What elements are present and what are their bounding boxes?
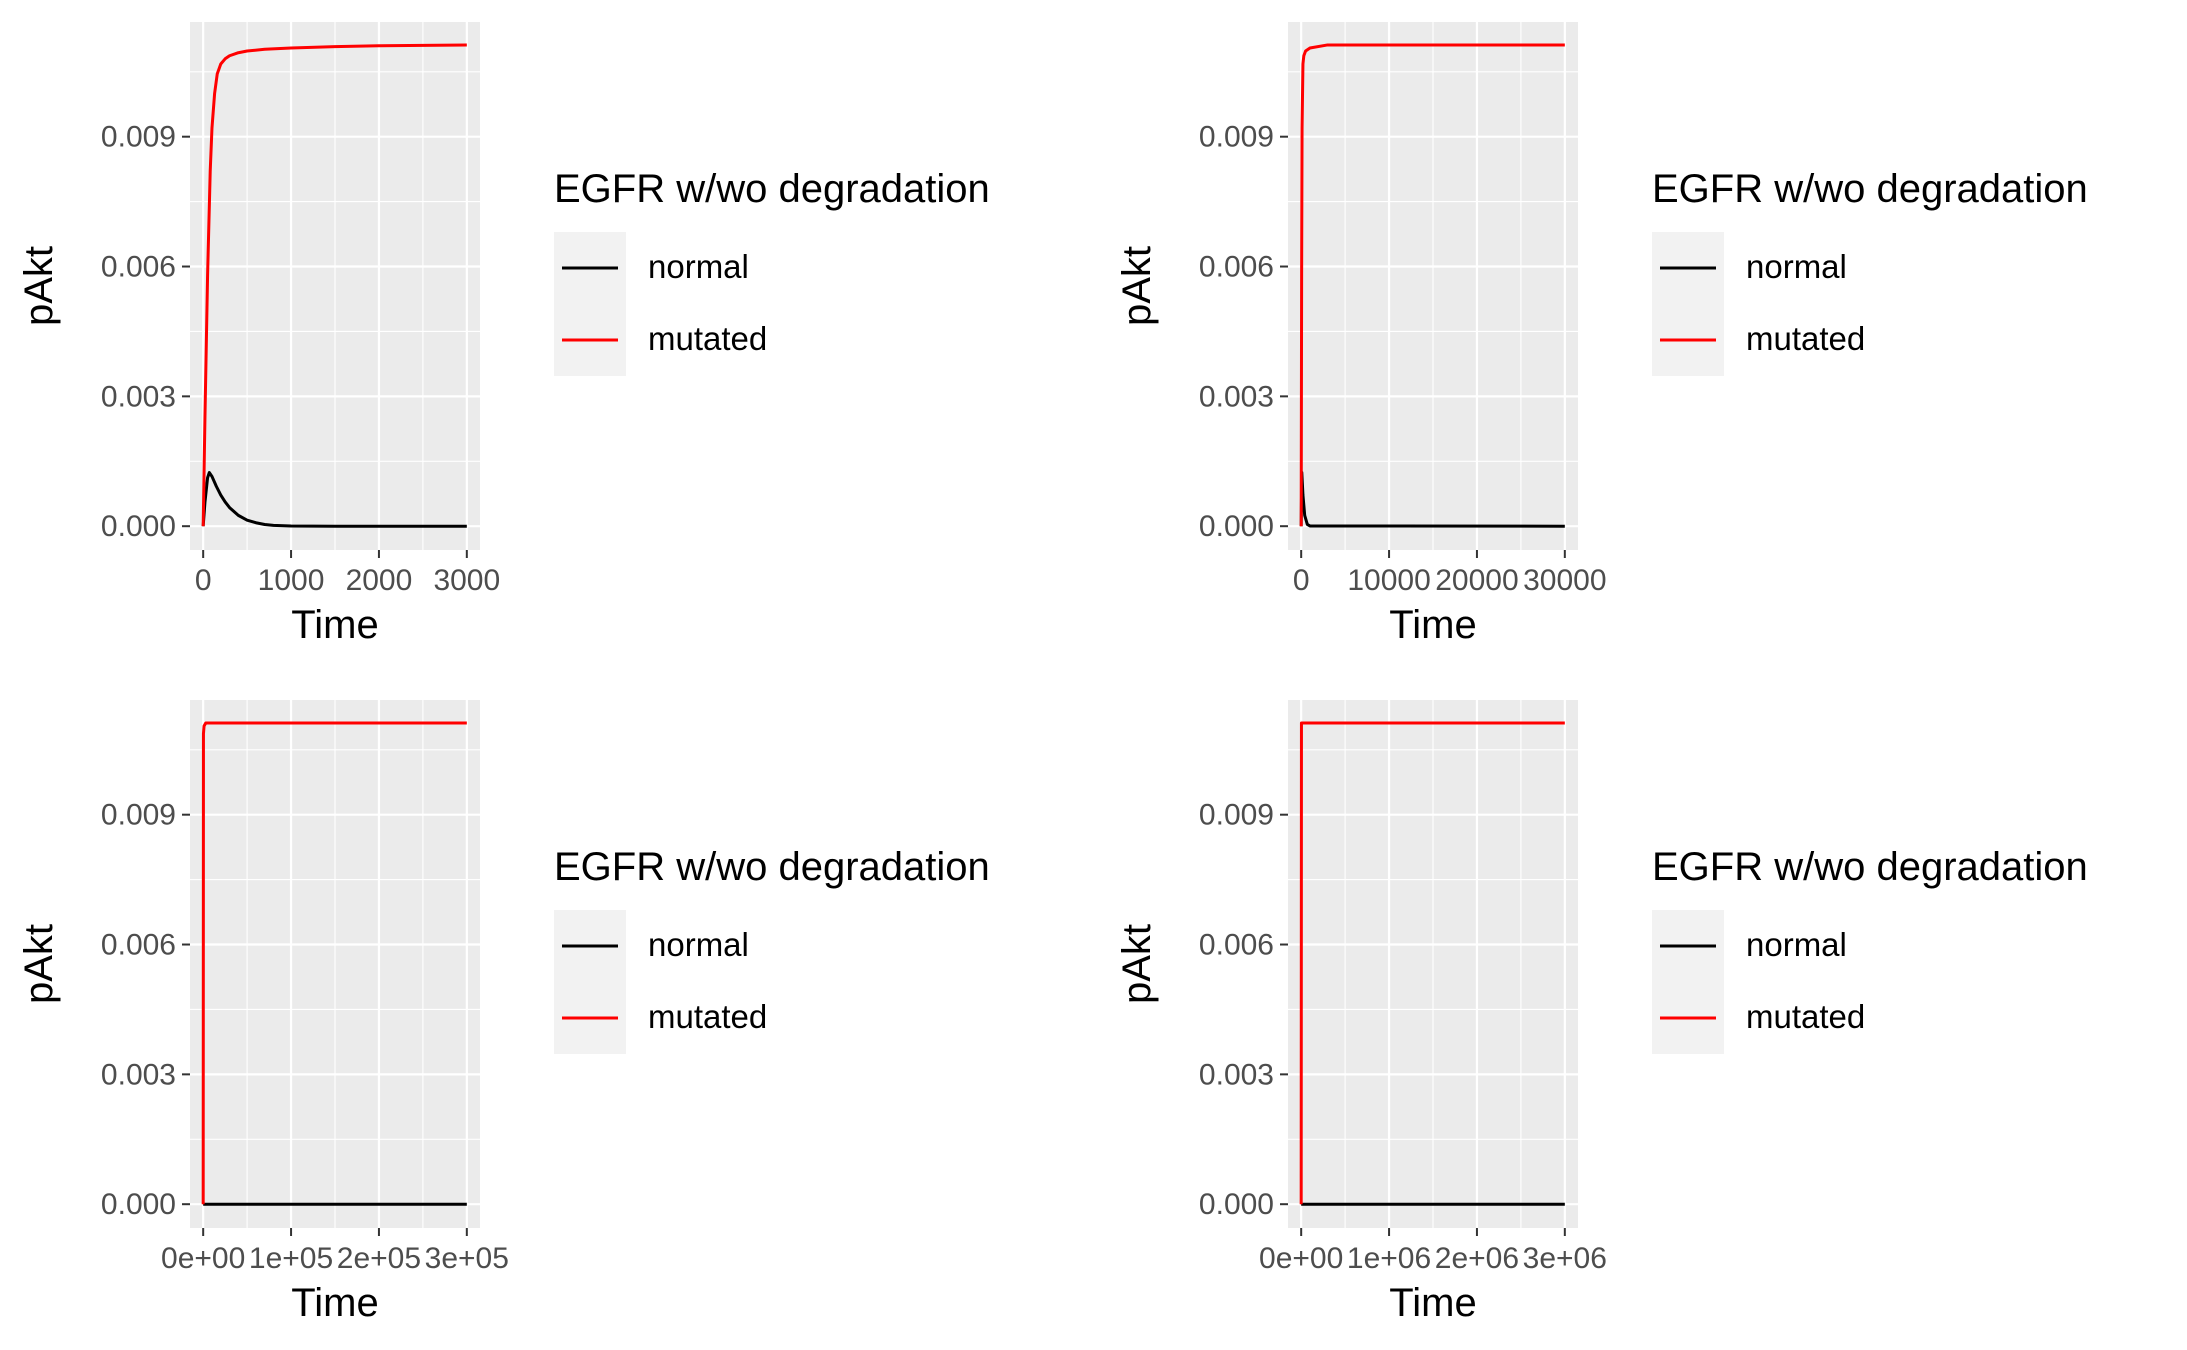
panel-4: 0.000 0.003 0.006 0.009 0e+00 1e+06 2e+06 3e+06… <box>1115 700 2088 1325</box>
y-axis-title: pAkt <box>1115 246 1159 326</box>
series-line-mutated <box>1299 43 1565 527</box>
legend-title: EGFR w/wo degradation <box>554 845 990 889</box>
y-tick-label: 0.000 <box>101 1188 176 1221</box>
x-tick-label: 0e+00 <box>161 1242 245 1275</box>
y-axis-title: pAkt <box>17 246 61 326</box>
x-tick-label: 3e+06 <box>1523 1242 1607 1275</box>
y-tick-label: 0.000 <box>1199 510 1274 543</box>
y-tick-label: 0.009 <box>101 121 176 154</box>
y-tick-label: 0.009 <box>1199 799 1274 832</box>
panel-1: 0.000 0.003 0.006 0.009 0 1000 2000 3000 Time pAk… <box>17 22 990 647</box>
x-tick-label: 20000 <box>1435 564 1518 597</box>
y-tick-label: 0.006 <box>101 251 176 284</box>
y-tick-label: 0.006 <box>1199 929 1274 962</box>
series-line-mutated <box>201 43 467 527</box>
x-axis-title: Time <box>1389 1281 1476 1325</box>
y-tick-label: 0.003 <box>1199 1058 1274 1091</box>
x-tick-label: 2e+06 <box>1435 1242 1519 1275</box>
legend-title: EGFR w/wo degradation <box>1652 845 2088 889</box>
legend-label-normal: normal <box>1746 248 1847 285</box>
legend-title: EGFR w/wo degradation <box>554 167 990 211</box>
x-tick-label: 0e+00 <box>1259 1242 1343 1275</box>
x-axis-title: Time <box>291 603 378 647</box>
x-tick-label: 10000 <box>1347 564 1430 597</box>
legend: EGFR w/wo degradation normal mutated <box>554 845 990 1054</box>
legend-label-mutated: mutated <box>648 998 767 1035</box>
y-axis-title: pAkt <box>17 924 61 1004</box>
legend: EGFR w/wo degradation normal mutated <box>1652 167 2088 376</box>
panel-3: 0.000 0.003 0.006 0.009 0e+00 1e+05 2e+05 3e+05… <box>17 700 990 1325</box>
series-line-mutated <box>201 721 467 1205</box>
y-tick-label: 0.000 <box>1199 1188 1274 1221</box>
series-line-mutated <box>1299 721 1565 1205</box>
x-tick-label: 1e+06 <box>1347 1242 1431 1275</box>
x-tick-label: 2e+05 <box>337 1242 421 1275</box>
legend-label-mutated: mutated <box>1746 998 1865 1035</box>
x-tick-label: 0 <box>195 564 212 597</box>
legend-label-mutated: mutated <box>1746 320 1865 357</box>
legend-label-normal: normal <box>648 248 749 285</box>
x-axis-title: Time <box>291 1281 378 1325</box>
legend: EGFR w/wo degradation normal mutated <box>554 167 990 376</box>
x-tick-label: 1000 <box>258 564 325 597</box>
y-tick-label: 0.009 <box>1199 121 1274 154</box>
x-tick-label: 0 <box>1293 564 1310 597</box>
y-tick-label: 0.003 <box>101 380 176 413</box>
panel-2: 0.000 0.003 0.006 0.009 0 10000 20000 30000 Time… <box>1115 22 2088 647</box>
y-axis-title: pAkt <box>1115 924 1159 1004</box>
x-tick-label: 3000 <box>433 564 500 597</box>
y-tick-label: 0.003 <box>101 1058 176 1091</box>
series-line-normal <box>201 471 467 528</box>
x-tick-label: 1e+05 <box>249 1242 333 1275</box>
legend-label-mutated: mutated <box>648 320 767 357</box>
legend: EGFR w/wo degradation normal mutated <box>1652 845 2088 1054</box>
y-tick-label: 0.003 <box>1199 380 1274 413</box>
y-tick-label: 0.009 <box>101 799 176 832</box>
y-tick-label: 0.006 <box>101 929 176 962</box>
x-tick-label: 3e+05 <box>425 1242 509 1275</box>
y-tick-label: 0.000 <box>101 510 176 543</box>
legend-label-normal: normal <box>1746 926 1847 963</box>
legend-title: EGFR w/wo degradation <box>1652 167 2088 211</box>
x-axis-title: Time <box>1389 603 1476 647</box>
y-tick-label: 0.006 <box>1199 251 1274 284</box>
x-tick-label: 2000 <box>346 564 413 597</box>
legend-label-normal: normal <box>648 926 749 963</box>
x-tick-label: 30000 <box>1523 564 1606 597</box>
